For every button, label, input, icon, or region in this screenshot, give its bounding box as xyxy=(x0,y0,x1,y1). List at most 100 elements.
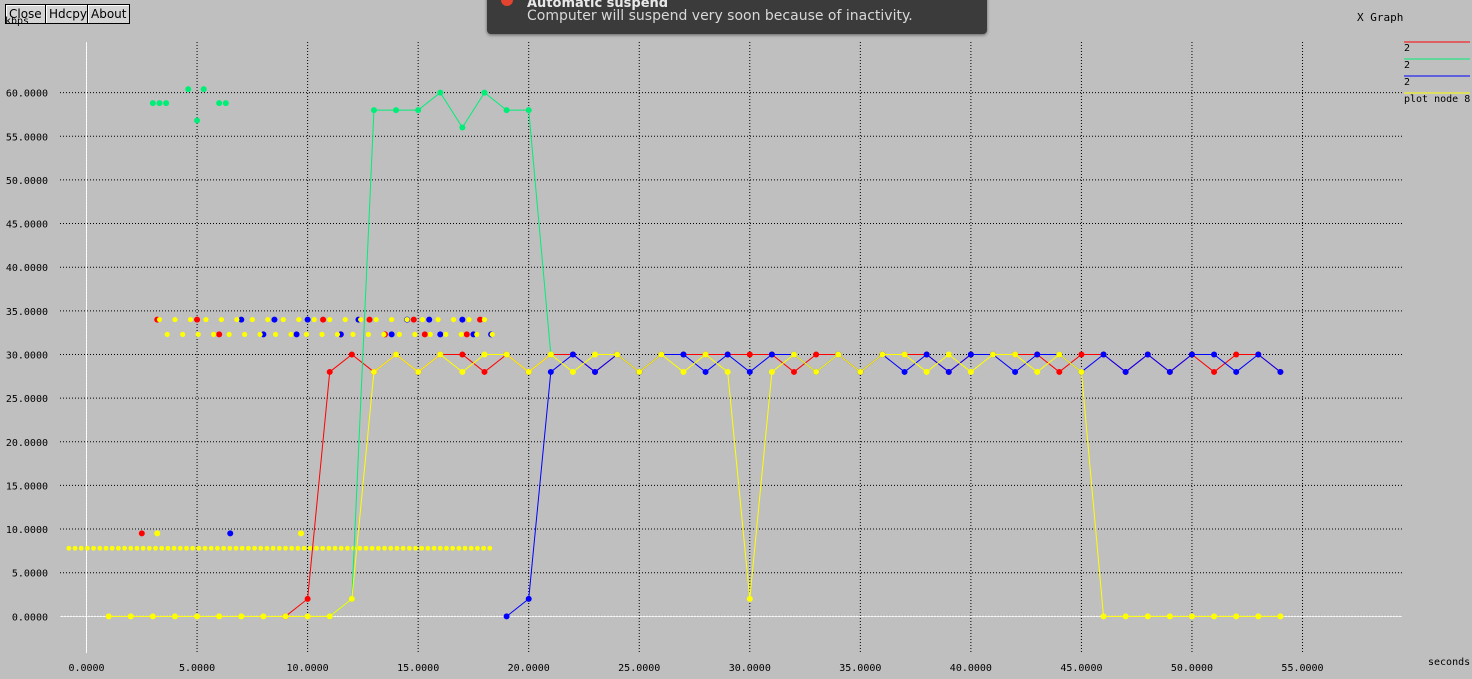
data-point xyxy=(503,613,510,620)
scatter-point xyxy=(444,545,449,551)
data-point xyxy=(481,368,488,375)
scatter-point xyxy=(245,545,251,551)
data-point xyxy=(724,351,731,358)
data-point xyxy=(923,351,930,358)
hardcopy-button[interactable]: Hdcpy xyxy=(45,4,91,24)
scatter-point xyxy=(215,545,220,551)
scatter-point xyxy=(211,331,217,338)
data-point xyxy=(569,368,576,375)
scatter-point xyxy=(202,545,208,551)
scatter-point xyxy=(149,100,156,107)
data-point xyxy=(1188,613,1195,620)
data-point xyxy=(525,595,532,602)
scatter-point xyxy=(165,545,171,551)
scatter-point xyxy=(382,545,387,551)
scatter-point xyxy=(406,545,412,551)
scatter-point xyxy=(400,545,406,551)
scatter-point xyxy=(222,100,229,107)
data-point xyxy=(1034,368,1041,375)
scatter-point xyxy=(156,100,163,107)
scatter-point xyxy=(115,545,121,551)
y-tick-label: 55.0000 xyxy=(6,132,48,143)
data-point xyxy=(260,613,267,620)
scatter-point xyxy=(366,316,373,323)
data-point xyxy=(967,368,974,375)
scatter-point xyxy=(234,316,240,323)
data-point xyxy=(1144,351,1151,358)
scatter-point xyxy=(466,316,472,323)
scatter-point xyxy=(180,331,186,338)
data-point xyxy=(216,613,223,620)
y-tick-label: 15.0000 xyxy=(6,481,48,492)
scatter-point xyxy=(394,545,400,551)
scatter-point xyxy=(443,331,449,338)
scatter-point xyxy=(419,545,425,551)
scatter-point xyxy=(345,545,350,551)
scatter-point xyxy=(375,545,381,551)
data-point xyxy=(879,351,886,358)
scatter-point xyxy=(369,545,375,551)
data-point xyxy=(1144,613,1151,620)
data-point xyxy=(1100,351,1107,358)
scatter-point xyxy=(342,316,348,323)
data-point xyxy=(1277,613,1284,620)
data-point xyxy=(614,351,621,358)
data-point xyxy=(592,368,599,375)
data-point xyxy=(1034,351,1041,358)
scatter-point xyxy=(194,316,201,323)
data-point xyxy=(680,351,687,358)
scatter-point xyxy=(163,100,170,107)
data-point xyxy=(525,107,532,114)
x-tick-label: 30.0000 xyxy=(729,663,771,674)
scatter-point xyxy=(481,545,487,551)
suspend-notification[interactable]: Automatic suspend Computer will suspend … xyxy=(487,0,987,34)
scatter-point xyxy=(216,100,223,107)
scatter-point xyxy=(388,545,394,551)
y-tick-label: 10.0000 xyxy=(6,525,48,536)
scatter-point xyxy=(226,331,232,338)
scatter-point xyxy=(271,316,278,323)
data-point xyxy=(1012,368,1019,375)
data-point xyxy=(1122,368,1129,375)
data-point xyxy=(945,351,952,358)
data-point xyxy=(437,351,444,358)
data-point xyxy=(1233,368,1240,375)
scatter-point xyxy=(242,331,248,338)
scatter-point xyxy=(363,545,369,551)
data-point xyxy=(791,368,798,375)
legend-entry: 2 xyxy=(1404,77,1410,88)
data-point xyxy=(370,107,377,114)
y-tick-label: 45.0000 xyxy=(6,220,48,231)
about-button[interactable]: About xyxy=(87,4,131,24)
data-point xyxy=(923,368,930,375)
data-point xyxy=(503,107,510,114)
scatter-point xyxy=(177,545,183,551)
scatter-point xyxy=(146,545,152,551)
scatter-point xyxy=(389,316,395,323)
scatter-point xyxy=(196,545,202,551)
data-point xyxy=(105,613,112,620)
scatter-point xyxy=(296,316,302,323)
scatter-point xyxy=(351,545,357,551)
y-tick-label: 30.0000 xyxy=(6,350,48,361)
scatter-point xyxy=(427,331,433,338)
x-tick-label: 50.0000 xyxy=(1171,663,1213,674)
scatter-point xyxy=(138,530,145,537)
scatter-point xyxy=(381,331,387,338)
scatter-point xyxy=(184,545,189,551)
scatter-point xyxy=(311,316,317,323)
legend-entry: 2 xyxy=(1404,43,1410,54)
scatter-point xyxy=(419,316,426,323)
scatter-point xyxy=(431,545,437,551)
scatter-point xyxy=(185,86,192,93)
data-point xyxy=(746,595,753,602)
scatter-point xyxy=(334,331,341,338)
scatter-point xyxy=(437,331,444,338)
scatter-point xyxy=(153,545,158,551)
data-point xyxy=(768,368,775,375)
scatter-point xyxy=(320,545,326,551)
scatter-point xyxy=(128,545,134,551)
scatter-point xyxy=(404,316,410,323)
x-tick-label: 45.0000 xyxy=(1060,663,1102,674)
scatter-point xyxy=(72,545,78,551)
